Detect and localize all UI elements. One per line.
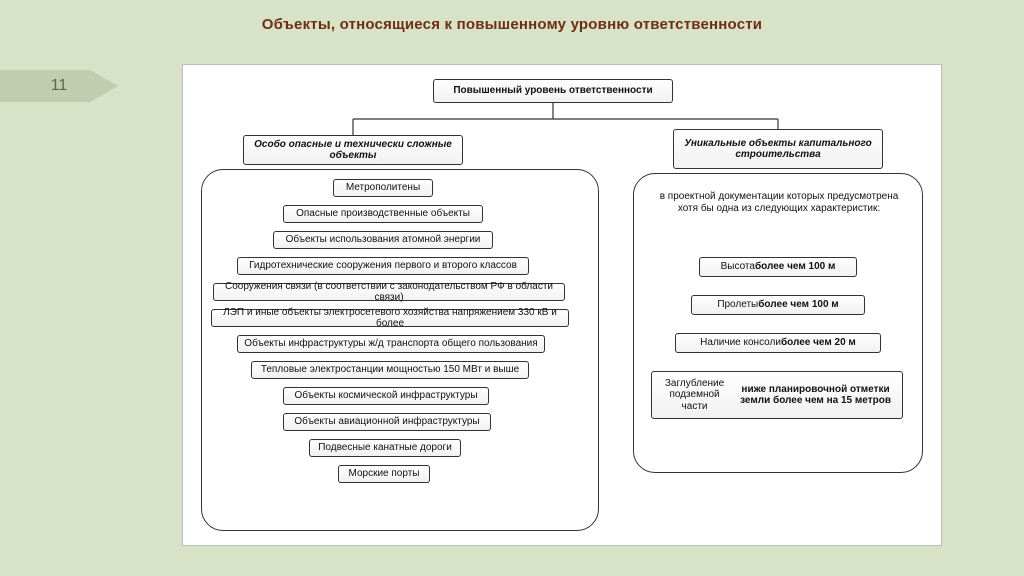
- root-node: Повышенный уровень ответственности: [433, 79, 673, 103]
- diagram-container: Повышенный уровень ответственности Особо…: [182, 64, 942, 546]
- left-item: Тепловые электростанции мощностью 150 МВ…: [251, 361, 529, 379]
- left-item: Объекты инфраструктуры ж/д транспорта об…: [237, 335, 545, 353]
- left-item: Объекты использования атомной энергии: [273, 231, 493, 249]
- left-item: Сооружения связи (в соответствии с закон…: [213, 283, 565, 301]
- slide-number-tag: 11: [0, 70, 118, 102]
- left-item: Опасные производственные объекты: [283, 205, 483, 223]
- right-item: Наличие консоли более чем 20 м: [675, 333, 881, 353]
- right-item: Заглубление подземной части ниже планиро…: [651, 371, 903, 419]
- left-item: Объекты авиационной инфраструктуры: [283, 413, 491, 431]
- right-caption: в проектной документации которых предусм…: [649, 191, 909, 215]
- left-item: Морские порты: [338, 465, 430, 483]
- left-item: ЛЭП и иные объекты электросетевого хозяй…: [211, 309, 569, 327]
- right-panel: [633, 173, 923, 473]
- right-branch-header: Уникальные объекты капитального строител…: [673, 129, 883, 169]
- left-item: Объекты космической инфраструктуры: [283, 387, 489, 405]
- right-item: Высота более чем 100 м: [699, 257, 857, 277]
- left-item: Подвесные канатные дороги: [309, 439, 461, 457]
- right-item: Пролеты более чем 100 м: [691, 295, 865, 315]
- page-title: Объекты, относящиеся к повышенному уровн…: [0, 0, 1024, 43]
- left-item: Метрополитены: [333, 179, 433, 197]
- left-branch-header: Особо опасные и технически сложные объек…: [243, 135, 463, 165]
- left-item: Гидротехнические сооружения первого и вт…: [237, 257, 529, 275]
- slide-canvas: Объекты, относящиеся к повышенному уровн…: [0, 0, 1024, 576]
